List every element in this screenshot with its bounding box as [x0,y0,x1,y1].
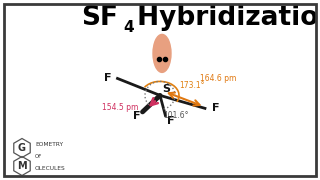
Text: OF: OF [35,154,42,159]
Text: OLECULES: OLECULES [35,166,66,172]
Ellipse shape [153,34,171,72]
Text: G: G [18,143,26,153]
Text: S: S [162,84,170,94]
Text: 173.1°: 173.1° [179,81,205,90]
Text: M: M [17,161,27,171]
Text: F: F [133,111,140,121]
Text: F: F [167,116,174,126]
Text: 154.5 pm: 154.5 pm [102,103,139,112]
Text: F: F [212,103,219,113]
Text: EOMETRY: EOMETRY [35,143,63,147]
Text: 164.6 pm: 164.6 pm [200,74,236,83]
Text: 4: 4 [123,21,134,35]
Text: Hybridization: Hybridization [128,5,320,31]
Text: F: F [104,73,112,83]
Text: 101.6°: 101.6° [163,111,189,120]
Text: SF: SF [81,5,118,31]
